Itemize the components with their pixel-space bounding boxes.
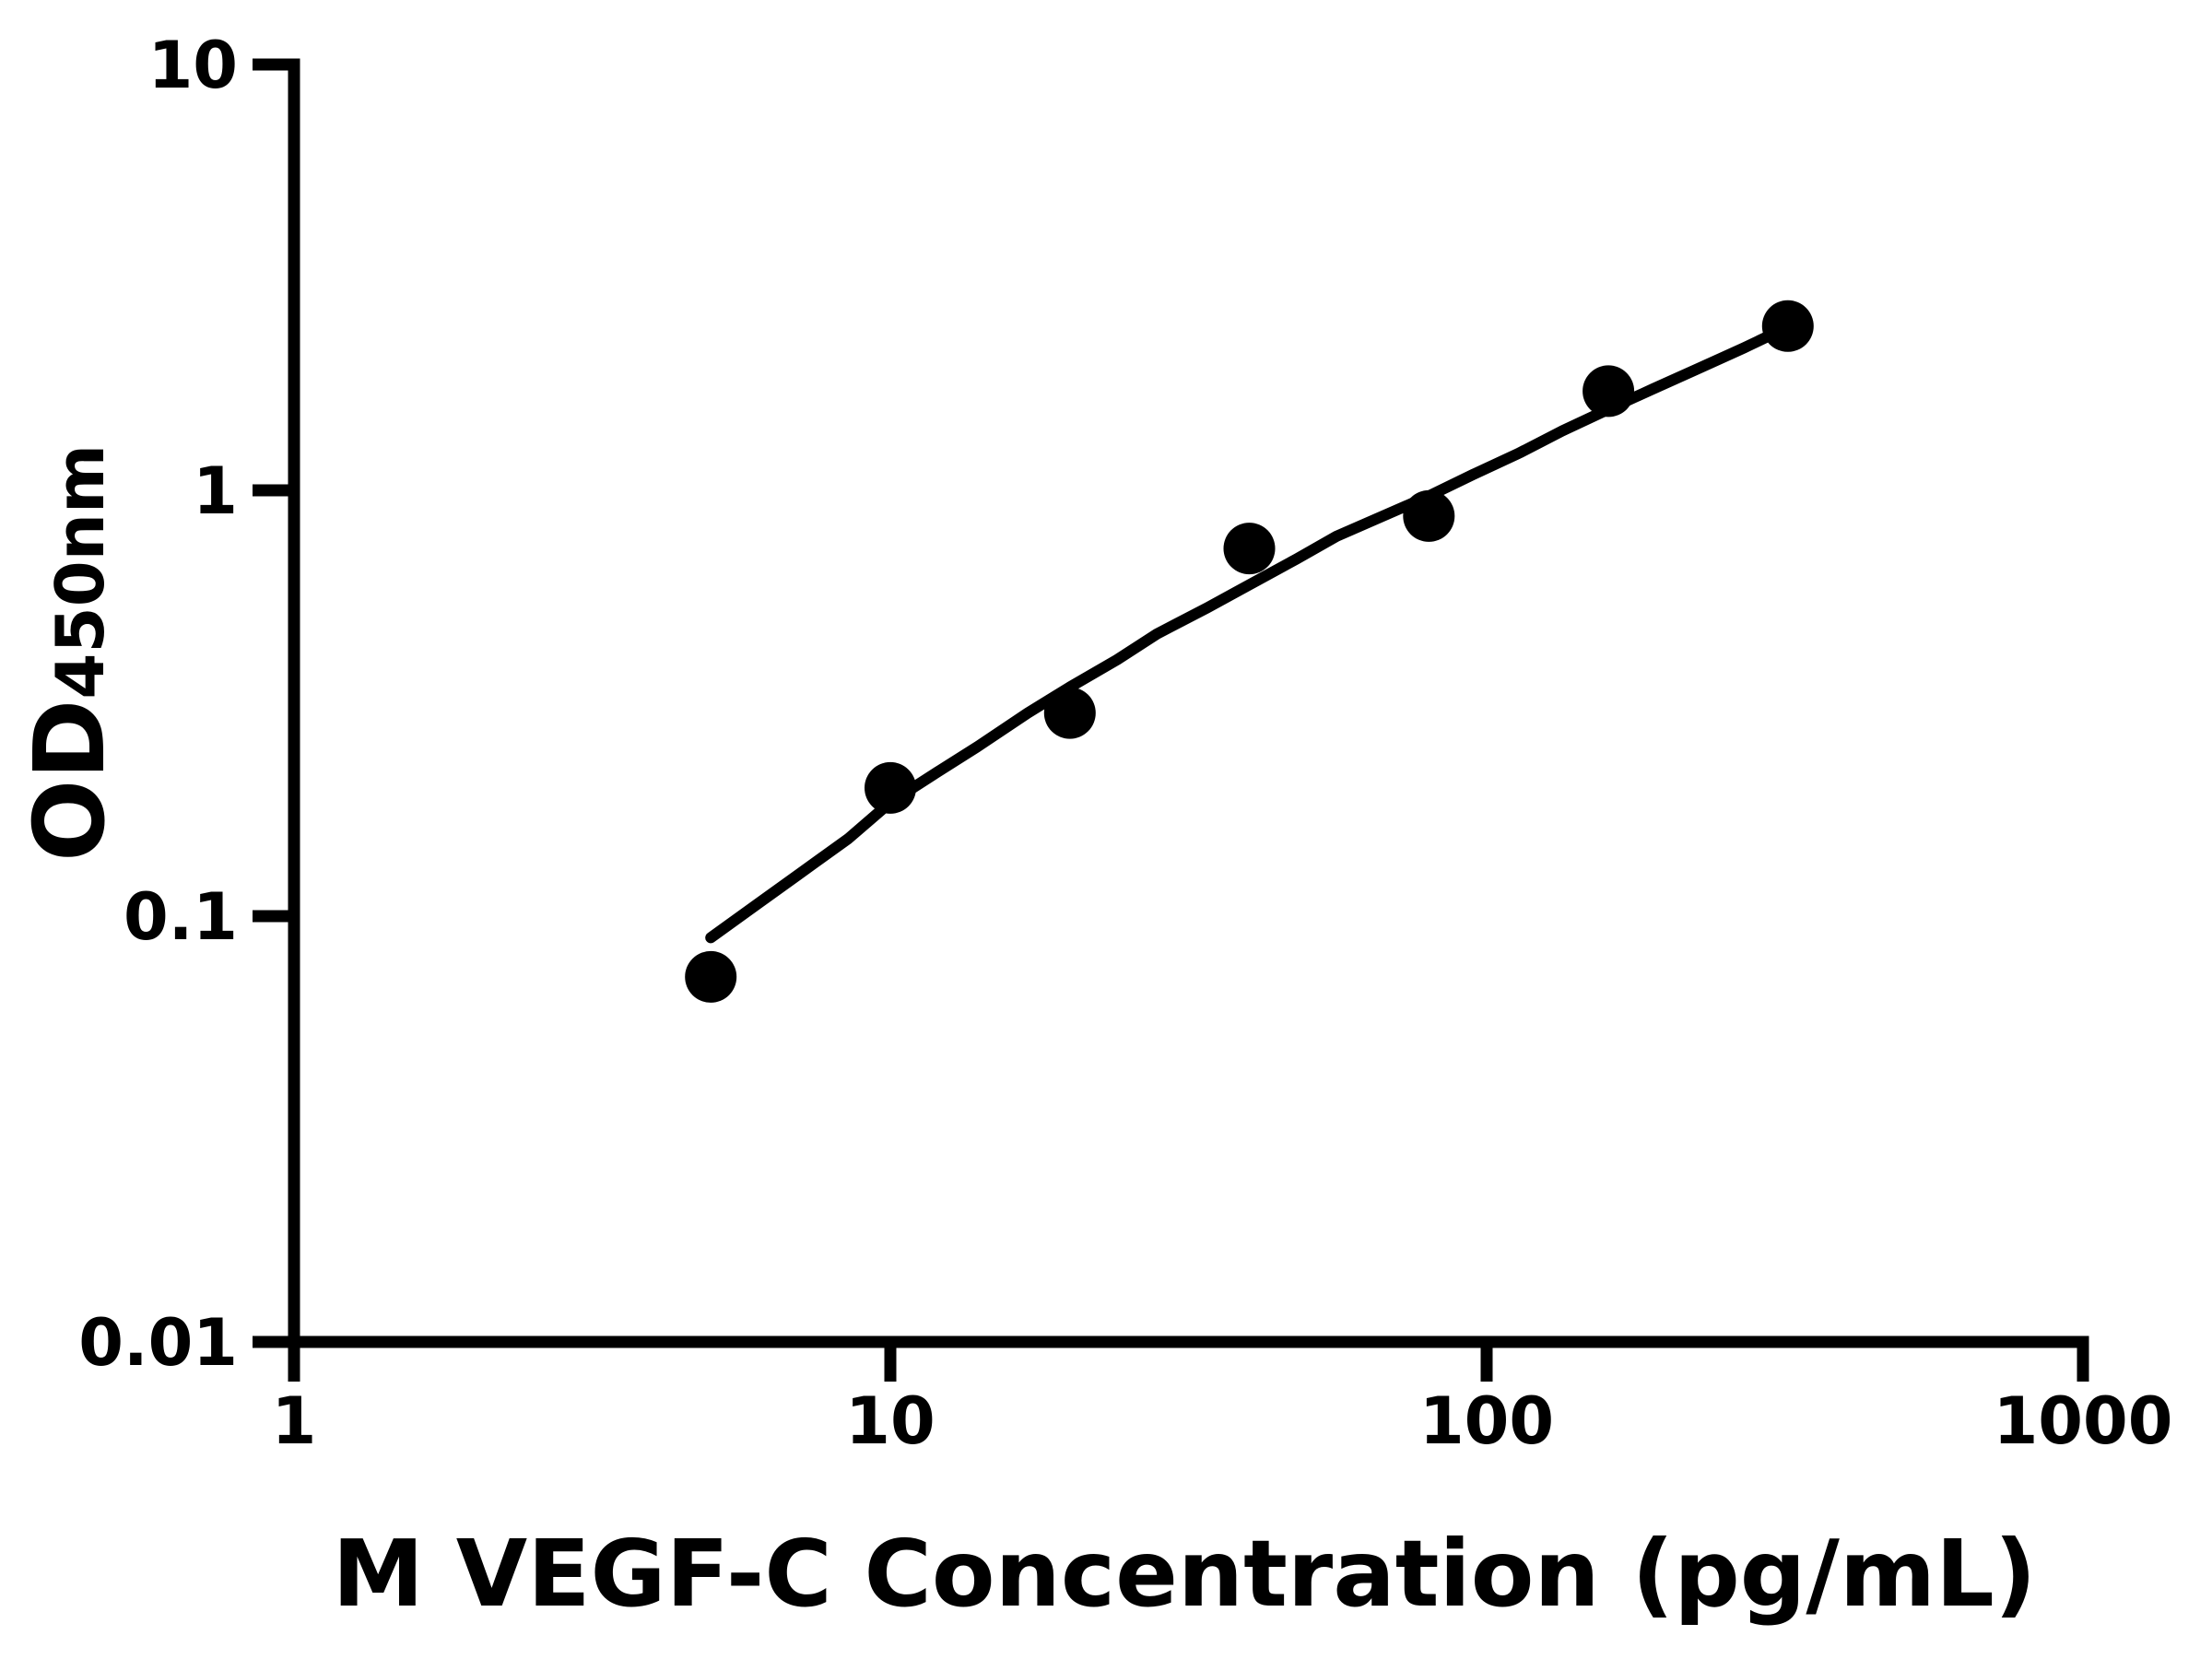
- y-axis-title-main: OD: [14, 700, 126, 862]
- axes: 0.01 0.1 1 10 1 10 100 1000: [78, 28, 2172, 1459]
- x-tick-label: 1000: [1994, 1383, 2173, 1459]
- y-tick-label: 0.01: [78, 1305, 238, 1381]
- x-axis-title: M VEGF-C Concentration (pg/mL): [332, 1520, 2036, 1628]
- fit-curve-layer: [705, 321, 1794, 944]
- data-point: [1223, 523, 1276, 575]
- data-point: [1043, 687, 1096, 739]
- y-tick-label: 10: [148, 28, 238, 103]
- x-tick-label: 10: [845, 1383, 935, 1459]
- data-point: [685, 950, 737, 1003]
- y-axis-title-sub: 450nm: [41, 444, 119, 700]
- data-points-layer: [685, 300, 1814, 1003]
- data-point: [865, 761, 916, 814]
- y-tick-label: 1: [193, 453, 238, 529]
- fit-curve: [705, 321, 1794, 944]
- x-tick-label: 100: [1419, 1383, 1554, 1459]
- data-point: [1403, 489, 1455, 542]
- x-tick-label: 1: [272, 1383, 317, 1459]
- data-point: [1761, 300, 1814, 352]
- data-point: [1583, 365, 1635, 418]
- y-tick-label: 0.1: [124, 879, 238, 955]
- y-axis-title: OD450nm: [14, 444, 126, 862]
